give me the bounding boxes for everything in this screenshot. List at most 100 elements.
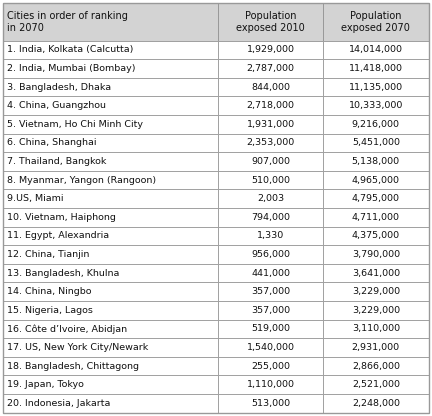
Text: 4,375,000: 4,375,000 bbox=[352, 231, 400, 240]
Text: 1,931,000: 1,931,000 bbox=[247, 120, 295, 129]
Bar bbox=[3, 134, 218, 152]
Text: 4,965,000: 4,965,000 bbox=[352, 176, 400, 185]
Text: 18. Bangladesh, Chittagong: 18. Bangladesh, Chittagong bbox=[7, 362, 139, 371]
Bar bbox=[218, 208, 323, 227]
Text: Population
exposed 2070: Population exposed 2070 bbox=[341, 11, 410, 33]
Text: Population
exposed 2010: Population exposed 2010 bbox=[236, 11, 305, 33]
Text: 441,000: 441,000 bbox=[251, 269, 290, 277]
Text: 513,000: 513,000 bbox=[251, 399, 290, 408]
Text: 14,014,000: 14,014,000 bbox=[349, 45, 403, 54]
Text: 2,866,000: 2,866,000 bbox=[352, 362, 400, 371]
Bar bbox=[323, 264, 429, 282]
Bar bbox=[218, 357, 323, 376]
Bar bbox=[3, 171, 218, 189]
Text: 1,929,000: 1,929,000 bbox=[247, 45, 295, 54]
Bar bbox=[218, 245, 323, 264]
Bar bbox=[323, 227, 429, 245]
Bar bbox=[218, 171, 323, 189]
Bar bbox=[3, 3, 218, 40]
Text: 7. Thailand, Bangkok: 7. Thailand, Bangkok bbox=[7, 157, 106, 166]
Text: 13. Bangladesh, Khulna: 13. Bangladesh, Khulna bbox=[7, 269, 119, 277]
Bar bbox=[218, 338, 323, 357]
Bar bbox=[3, 357, 218, 376]
Bar bbox=[3, 338, 218, 357]
Text: 519,000: 519,000 bbox=[251, 324, 290, 334]
Bar bbox=[323, 282, 429, 301]
Text: 3. Bangladesh, Dhaka: 3. Bangladesh, Dhaka bbox=[7, 82, 111, 92]
Text: 11,418,000: 11,418,000 bbox=[349, 64, 403, 73]
Text: 4,711,000: 4,711,000 bbox=[352, 213, 400, 222]
Text: 3,790,000: 3,790,000 bbox=[352, 250, 400, 259]
Bar bbox=[3, 78, 218, 97]
Text: 3,641,000: 3,641,000 bbox=[352, 269, 400, 277]
Text: 10. Vietnam, Haiphong: 10. Vietnam, Haiphong bbox=[7, 213, 116, 222]
Bar bbox=[3, 301, 218, 319]
Bar bbox=[218, 3, 323, 40]
Text: 6. China, Shanghai: 6. China, Shanghai bbox=[7, 139, 96, 147]
Bar bbox=[323, 208, 429, 227]
Bar bbox=[3, 208, 218, 227]
Text: 5,451,000: 5,451,000 bbox=[352, 139, 400, 147]
Text: 9.US, Miami: 9.US, Miami bbox=[7, 194, 64, 203]
Text: Cities in order of ranking
in 2070: Cities in order of ranking in 2070 bbox=[7, 11, 128, 33]
Text: 12. China, Tianjin: 12. China, Tianjin bbox=[7, 250, 89, 259]
Bar bbox=[323, 3, 429, 40]
Bar bbox=[218, 59, 323, 78]
Text: 844,000: 844,000 bbox=[251, 82, 290, 92]
Bar bbox=[3, 282, 218, 301]
Text: 794,000: 794,000 bbox=[251, 213, 290, 222]
Text: 510,000: 510,000 bbox=[251, 176, 290, 185]
Text: 20. Indonesia, Jakarta: 20. Indonesia, Jakarta bbox=[7, 399, 110, 408]
Bar bbox=[323, 338, 429, 357]
Text: 5. Vietnam, Ho Chi Minh City: 5. Vietnam, Ho Chi Minh City bbox=[7, 120, 143, 129]
Bar bbox=[218, 152, 323, 171]
Text: 15. Nigeria, Lagos: 15. Nigeria, Lagos bbox=[7, 306, 93, 315]
Bar bbox=[323, 245, 429, 264]
Text: 8. Myanmar, Yangon (Rangoon): 8. Myanmar, Yangon (Rangoon) bbox=[7, 176, 156, 185]
Text: 2. India, Mumbai (Bombay): 2. India, Mumbai (Bombay) bbox=[7, 64, 135, 73]
Text: 1,110,000: 1,110,000 bbox=[247, 380, 295, 389]
Bar bbox=[218, 97, 323, 115]
Bar bbox=[323, 152, 429, 171]
Bar bbox=[218, 115, 323, 134]
Text: 3,229,000: 3,229,000 bbox=[352, 306, 400, 315]
Bar bbox=[323, 134, 429, 152]
Bar bbox=[323, 319, 429, 338]
Text: 3,229,000: 3,229,000 bbox=[352, 287, 400, 296]
Text: 16. Côte d’Ivoire, Abidjan: 16. Côte d’Ivoire, Abidjan bbox=[7, 324, 127, 334]
Text: 17. US, New York City/Newark: 17. US, New York City/Newark bbox=[7, 343, 148, 352]
Bar bbox=[3, 59, 218, 78]
Text: 9,216,000: 9,216,000 bbox=[352, 120, 400, 129]
Bar bbox=[3, 189, 218, 208]
Text: 2,248,000: 2,248,000 bbox=[352, 399, 400, 408]
Text: 14. China, Ningbo: 14. China, Ningbo bbox=[7, 287, 92, 296]
Bar bbox=[218, 376, 323, 394]
Bar bbox=[323, 115, 429, 134]
Bar bbox=[323, 78, 429, 97]
Text: 357,000: 357,000 bbox=[251, 306, 290, 315]
Bar bbox=[323, 301, 429, 319]
Bar bbox=[323, 59, 429, 78]
Text: 357,000: 357,000 bbox=[251, 287, 290, 296]
Bar bbox=[323, 189, 429, 208]
Text: 2,003: 2,003 bbox=[257, 194, 284, 203]
Bar bbox=[218, 301, 323, 319]
Text: 2,931,000: 2,931,000 bbox=[352, 343, 400, 352]
Text: 255,000: 255,000 bbox=[251, 362, 290, 371]
Bar bbox=[3, 319, 218, 338]
Text: 4. China, Guangzhou: 4. China, Guangzhou bbox=[7, 101, 106, 110]
Bar bbox=[218, 189, 323, 208]
Bar bbox=[218, 78, 323, 97]
Bar bbox=[3, 264, 218, 282]
Text: 2,521,000: 2,521,000 bbox=[352, 380, 400, 389]
Text: 4,795,000: 4,795,000 bbox=[352, 194, 400, 203]
Text: 2,353,000: 2,353,000 bbox=[247, 139, 295, 147]
Bar bbox=[218, 319, 323, 338]
Bar bbox=[3, 227, 218, 245]
Text: 1,540,000: 1,540,000 bbox=[247, 343, 295, 352]
Text: 10,333,000: 10,333,000 bbox=[349, 101, 403, 110]
Bar bbox=[3, 376, 218, 394]
Bar bbox=[323, 376, 429, 394]
Text: 2,718,000: 2,718,000 bbox=[247, 101, 295, 110]
Text: 956,000: 956,000 bbox=[251, 250, 290, 259]
